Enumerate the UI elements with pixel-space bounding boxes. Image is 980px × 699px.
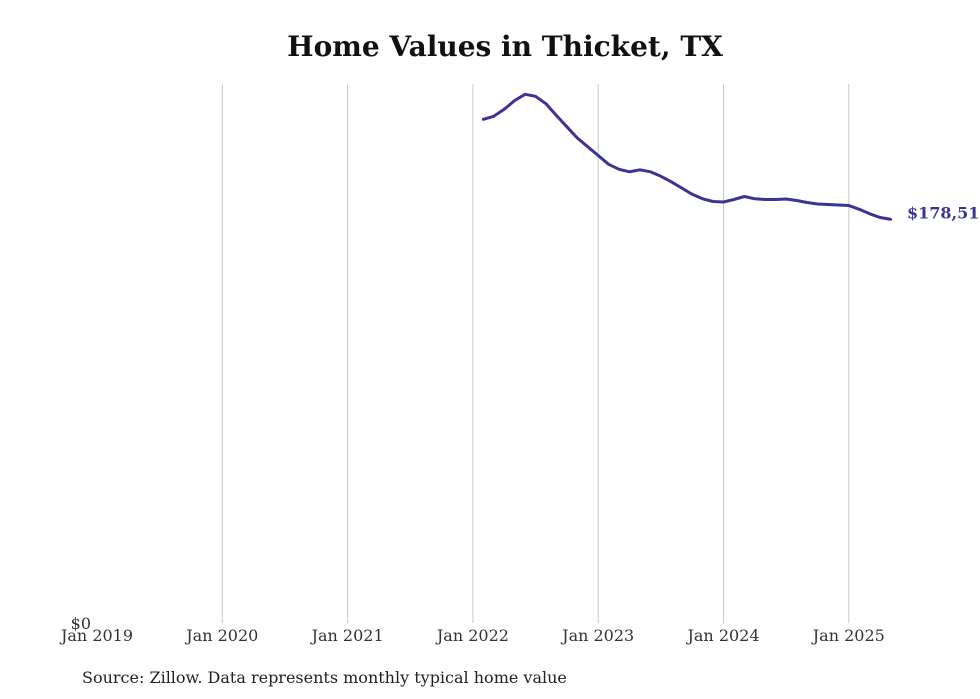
x-tick-label: Jan 2023 (560, 626, 634, 645)
x-tick-label: Jan 2019 (59, 626, 133, 645)
x-tick-label: Jan 2020 (184, 626, 258, 645)
x-tick-label: Jan 2024 (685, 626, 759, 645)
x-tick-label: Jan 2022 (435, 626, 509, 645)
x-tick-label: Jan 2021 (310, 626, 384, 645)
y-tick-label: $0 (71, 614, 91, 633)
source-note: Source: Zillow. Data represents monthly … (82, 668, 567, 687)
chart-title: Home Values in Thicket, TX (287, 30, 723, 63)
end-value-label: $178,51 (907, 203, 979, 222)
series-line (481, 92, 893, 221)
x-tick-label: Jan 2025 (811, 626, 885, 645)
